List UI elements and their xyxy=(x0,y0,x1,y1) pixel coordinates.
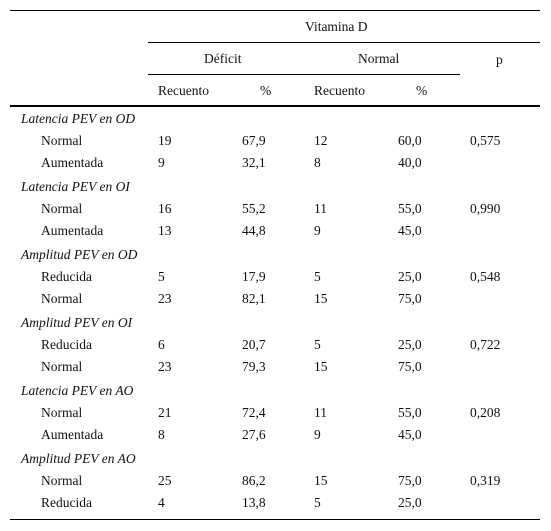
deficit-pct-cell: 67,9 xyxy=(242,133,266,148)
deficit-count-cell: 23 xyxy=(158,359,172,374)
deficit-pct-cell: 79,3 xyxy=(242,359,266,374)
normal-pct-cell: 55,0 xyxy=(398,201,422,216)
deficit-count-cell: 23 xyxy=(158,291,172,306)
deficit-count-cell: 4 xyxy=(158,495,165,510)
normal-count-cell: 9 xyxy=(314,223,321,238)
normal-count-cell: 15 xyxy=(314,359,328,374)
subgroup-underline xyxy=(148,74,460,75)
normal-count-cell: 5 xyxy=(314,269,321,284)
normal-pct-cell: 75,0 xyxy=(398,359,422,374)
deficit-pct-cell: 82,1 xyxy=(242,291,266,306)
normal-pct-cell: 45,0 xyxy=(398,223,422,238)
row-label: Reducida xyxy=(41,269,92,284)
header-normal-count: Recuento xyxy=(314,83,365,98)
normal-count-cell: 5 xyxy=(314,337,321,352)
row-label: Normal xyxy=(41,133,83,148)
header-p: p xyxy=(496,52,503,67)
row-label: Reducida xyxy=(41,337,92,352)
section-title: Amplitud PEV en AO xyxy=(21,451,136,466)
normal-pct-cell: 75,0 xyxy=(398,473,422,488)
table-top-rule xyxy=(10,10,540,11)
vitamina-d-underline xyxy=(148,42,540,43)
deficit-pct-cell: 13,8 xyxy=(242,495,266,510)
row-label: Aumentada xyxy=(41,223,104,238)
row-label: Aumentada xyxy=(41,427,104,442)
normal-count-cell: 5 xyxy=(314,495,321,510)
p-value-cell: 0,722 xyxy=(470,337,501,352)
deficit-count-cell: 6 xyxy=(158,337,165,352)
deficit-pct-cell: 55,2 xyxy=(242,201,266,216)
p-value-cell: 0,548 xyxy=(470,269,501,284)
normal-pct-cell: 75,0 xyxy=(398,291,422,306)
header-deficit-count: Recuento xyxy=(158,83,209,98)
table-bottom-rule xyxy=(10,519,540,520)
normal-pct-cell: 25,0 xyxy=(398,269,422,284)
deficit-pct-cell: 44,8 xyxy=(242,223,266,238)
deficit-count-cell: 19 xyxy=(158,133,172,148)
normal-count-cell: 15 xyxy=(314,473,328,488)
deficit-pct-cell: 72,4 xyxy=(242,405,266,420)
normal-count-cell: 11 xyxy=(314,405,327,420)
row-label: Normal xyxy=(41,291,83,306)
row-label: Normal xyxy=(41,359,83,374)
section-title: Latencia PEV en OI xyxy=(21,179,130,194)
section-title: Amplitud PEV en OD xyxy=(21,247,138,262)
p-value-cell: 0,575 xyxy=(470,133,501,148)
deficit-pct-cell: 20,7 xyxy=(242,337,266,352)
normal-count-cell: 15 xyxy=(314,291,328,306)
deficit-count-cell: 21 xyxy=(158,405,172,420)
row-label: Normal xyxy=(41,473,83,488)
section-title: Latencia PEV en AO xyxy=(21,383,134,398)
normal-pct-cell: 25,0 xyxy=(398,337,422,352)
normal-count-cell: 11 xyxy=(314,201,327,216)
normal-count-cell: 9 xyxy=(314,427,321,442)
section-title: Latencia PEV en OD xyxy=(21,111,136,126)
row-label: Aumentada xyxy=(41,155,104,170)
header-deficit-pct: % xyxy=(260,83,272,98)
deficit-count-cell: 8 xyxy=(158,427,165,442)
deficit-count-cell: 16 xyxy=(158,201,172,216)
deficit-count-cell: 25 xyxy=(158,473,172,488)
deficit-count-cell: 13 xyxy=(158,223,172,238)
deficit-pct-cell: 86,2 xyxy=(242,473,266,488)
p-value-cell: 0,990 xyxy=(470,201,501,216)
p-value-cell: 0,319 xyxy=(470,473,501,488)
header-normal-pct: % xyxy=(416,83,428,98)
header-normal: Normal xyxy=(358,51,400,66)
header-vitamina-d: Vitamina D xyxy=(305,19,368,34)
header-bottom-rule xyxy=(10,105,540,107)
deficit-pct-cell: 27,6 xyxy=(242,427,266,442)
normal-pct-cell: 25,0 xyxy=(398,495,422,510)
deficit-pct-cell: 17,9 xyxy=(242,269,266,284)
row-label: Normal xyxy=(41,405,83,420)
normal-pct-cell: 45,0 xyxy=(398,427,422,442)
row-label: Reducida xyxy=(41,495,92,510)
section-title: Amplitud PEV en OI xyxy=(21,315,133,330)
normal-pct-cell: 40,0 xyxy=(398,155,422,170)
deficit-pct-cell: 32,1 xyxy=(242,155,266,170)
p-value-cell: 0,208 xyxy=(470,405,501,420)
deficit-count-cell: 5 xyxy=(158,269,165,284)
normal-pct-cell: 60,0 xyxy=(398,133,422,148)
normal-pct-cell: 55,0 xyxy=(398,405,422,420)
row-label: Normal xyxy=(41,201,83,216)
header-deficit: Déficit xyxy=(204,51,242,66)
deficit-count-cell: 9 xyxy=(158,155,165,170)
normal-count-cell: 8 xyxy=(314,155,321,170)
normal-count-cell: 12 xyxy=(314,133,328,148)
